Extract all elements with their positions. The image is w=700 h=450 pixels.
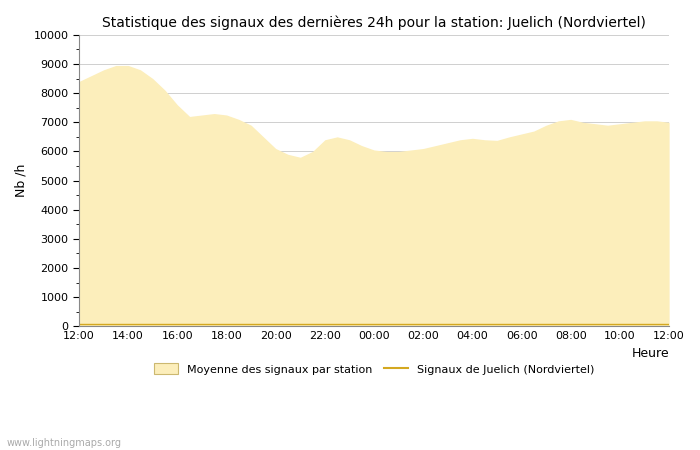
Title: Statistique des signaux des dernières 24h pour la station: Juelich (Nordviertel): Statistique des signaux des dernières 24… (102, 15, 646, 30)
Text: www.lightningmaps.org: www.lightningmaps.org (7, 438, 122, 448)
X-axis label: Heure: Heure (631, 346, 669, 360)
Legend: Moyenne des signaux par station, Signaux de Juelich (Nordviertel): Moyenne des signaux par station, Signaux… (149, 359, 598, 379)
Y-axis label: Nb /h: Nb /h (15, 164, 28, 197)
